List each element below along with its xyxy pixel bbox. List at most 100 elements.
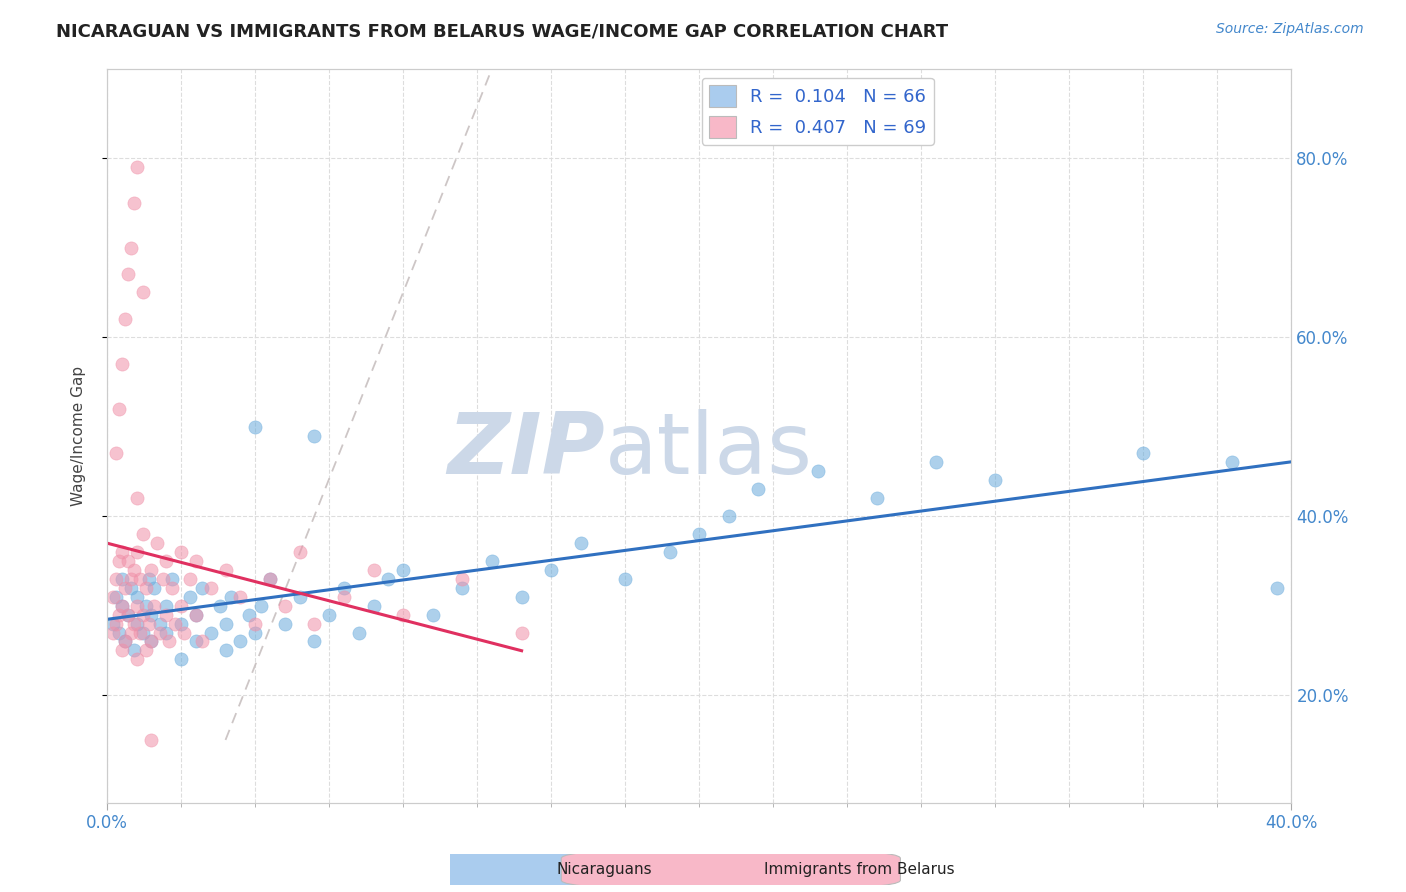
- Point: [122, 195, 145, 210]
- Point: [274, 616, 297, 631]
- Point: [152, 572, 174, 586]
- Point: [229, 590, 252, 604]
- Point: [111, 599, 134, 613]
- Point: [111, 599, 134, 613]
- Text: ZIP: ZIP: [447, 409, 605, 491]
- Point: [214, 643, 236, 657]
- Point: [184, 607, 207, 622]
- Point: [200, 625, 222, 640]
- Point: [170, 599, 193, 613]
- Point: [111, 572, 134, 586]
- Point: [288, 545, 311, 559]
- Text: Source: ZipAtlas.com: Source: ZipAtlas.com: [1216, 22, 1364, 37]
- Point: [114, 634, 136, 648]
- Point: [155, 554, 177, 568]
- Point: [117, 607, 139, 622]
- Point: [363, 599, 385, 613]
- Point: [125, 545, 148, 559]
- Point: [143, 599, 166, 613]
- Point: [333, 590, 356, 604]
- Point: [191, 634, 214, 648]
- Point: [104, 446, 127, 460]
- Point: [304, 616, 326, 631]
- Legend: R =  0.104   N = 66, R =  0.407   N = 69: R = 0.104 N = 66, R = 0.407 N = 69: [702, 78, 934, 145]
- FancyBboxPatch shape: [561, 849, 900, 889]
- Point: [135, 643, 157, 657]
- Point: [451, 572, 474, 586]
- Point: [120, 625, 142, 640]
- Point: [510, 625, 533, 640]
- Point: [114, 634, 136, 648]
- Point: [925, 455, 948, 469]
- Point: [143, 581, 166, 595]
- Point: [274, 599, 297, 613]
- Point: [141, 634, 163, 648]
- Point: [149, 625, 172, 640]
- Point: [170, 545, 193, 559]
- Point: [569, 536, 592, 550]
- Point: [658, 545, 681, 559]
- Point: [108, 607, 131, 622]
- Point: [208, 599, 231, 613]
- Point: [120, 241, 142, 255]
- Point: [259, 572, 281, 586]
- Point: [108, 625, 131, 640]
- Point: [184, 634, 207, 648]
- Point: [481, 554, 503, 568]
- Point: [114, 312, 136, 326]
- Point: [184, 554, 207, 568]
- Point: [141, 634, 163, 648]
- Point: [104, 572, 127, 586]
- Point: [165, 616, 187, 631]
- Point: [243, 625, 266, 640]
- Point: [614, 572, 637, 586]
- Point: [131, 285, 153, 300]
- Point: [238, 607, 260, 622]
- Point: [141, 563, 163, 577]
- Point: [318, 607, 340, 622]
- Point: [747, 483, 769, 497]
- Point: [125, 590, 148, 604]
- Point: [138, 616, 160, 631]
- Point: [363, 563, 385, 577]
- Point: [108, 401, 131, 416]
- Point: [155, 599, 177, 613]
- Point: [540, 563, 562, 577]
- Point: [104, 590, 127, 604]
- Point: [131, 607, 153, 622]
- Point: [304, 428, 326, 442]
- Point: [141, 733, 163, 747]
- Point: [155, 625, 177, 640]
- Point: [214, 563, 236, 577]
- Point: [141, 607, 163, 622]
- Point: [221, 590, 243, 604]
- Point: [131, 625, 153, 640]
- Point: [108, 554, 131, 568]
- Point: [259, 572, 281, 586]
- Point: [155, 607, 177, 622]
- Point: [120, 572, 142, 586]
- Point: [807, 464, 830, 478]
- Point: [1265, 581, 1288, 595]
- Point: [125, 652, 148, 666]
- Point: [101, 616, 124, 631]
- Point: [1132, 446, 1154, 460]
- Point: [131, 527, 153, 541]
- Point: [717, 509, 740, 524]
- Point: [120, 581, 142, 595]
- Point: [173, 625, 195, 640]
- Point: [125, 491, 148, 506]
- Point: [101, 625, 124, 640]
- Point: [117, 268, 139, 282]
- Point: [422, 607, 444, 622]
- Point: [288, 590, 311, 604]
- Point: [333, 581, 356, 595]
- Point: [111, 643, 134, 657]
- Point: [125, 599, 148, 613]
- Point: [347, 625, 370, 640]
- Point: [122, 563, 145, 577]
- Point: [111, 357, 134, 371]
- Point: [135, 581, 157, 595]
- Point: [138, 572, 160, 586]
- Point: [377, 572, 399, 586]
